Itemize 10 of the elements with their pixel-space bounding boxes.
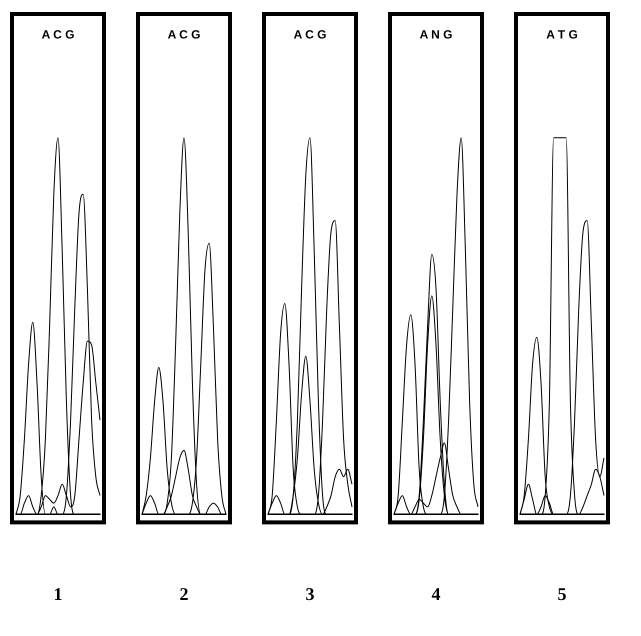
chart-title: A C G <box>294 28 326 42</box>
chart-title: A N G <box>420 28 452 42</box>
x-axis-title: 3 <box>306 584 314 604</box>
chart-title: A C G <box>42 28 74 42</box>
chart-title: A T G <box>546 28 578 42</box>
x-axis-title: 1 <box>54 584 62 604</box>
x-axis-title: 2 <box>180 584 188 604</box>
x-axis-title: 4 <box>432 584 440 604</box>
chart-title: A C G <box>168 28 200 42</box>
x-axis-title: 5 <box>558 584 566 604</box>
